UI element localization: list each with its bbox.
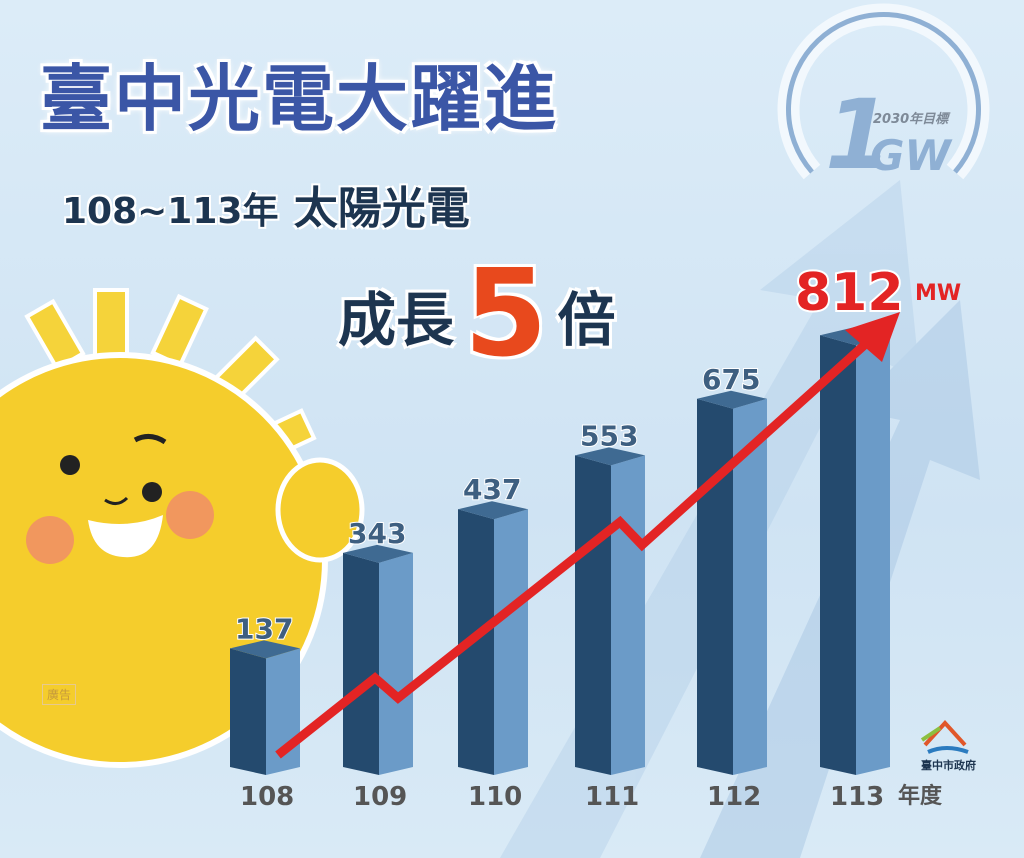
bar-front: [230, 648, 266, 775]
target-badge-ring: [777, 3, 990, 180]
logo-text: 臺中市政府: [921, 759, 976, 772]
value-label: 437: [463, 473, 521, 506]
category-label: 111: [585, 782, 639, 812]
value-label: 137: [235, 612, 293, 645]
bar-top: [458, 501, 528, 520]
growth-headline: 成長 5 倍: [338, 255, 616, 375]
growth-suffix: 倍: [557, 286, 616, 354]
bar-front: [458, 509, 494, 775]
subtitle: 108~113年 太陽光電: [62, 172, 470, 236]
growth-prefix: 成長: [338, 286, 455, 354]
bar-top: [575, 447, 645, 466]
subtitle-years: 108~113年: [62, 191, 279, 232]
bar-111: [575, 447, 645, 775]
trend-arrow-head: [845, 312, 900, 362]
target-label: 2030年目標: [873, 111, 951, 127]
category-label: 110: [468, 782, 522, 812]
value-label: 343: [348, 517, 406, 550]
bar-109: [343, 544, 413, 775]
bar-side: [856, 335, 890, 775]
bar-top: [343, 544, 413, 563]
x-axis-label: 年度: [898, 783, 943, 809]
target-number: 1: [825, 79, 892, 191]
bar-front: [343, 552, 379, 775]
bar-112: [697, 390, 767, 775]
value-label: 675: [702, 363, 760, 396]
value-label: 553: [580, 419, 638, 452]
target-unit: GW: [870, 131, 953, 180]
growth-number: 5: [464, 245, 548, 384]
category-label: 108: [240, 782, 294, 812]
subtitle-text: 太陽光電: [293, 183, 470, 234]
bar-front: [820, 335, 856, 775]
category-label: 109: [353, 782, 407, 812]
bar-side: [379, 552, 413, 775]
bar-top: [230, 640, 300, 659]
ad-label: 廣告: [42, 684, 77, 705]
bar-108: [230, 640, 300, 775]
unit-label: MW: [915, 281, 961, 306]
bar-side: [611, 455, 645, 775]
page-title: 臺中光電大躍進: [40, 57, 559, 141]
bar-front: [575, 455, 611, 775]
bar-front: [697, 398, 733, 775]
bar-top: [697, 390, 767, 409]
bar-113: [820, 327, 890, 775]
category-label: 113: [830, 782, 884, 812]
bar-110: [458, 501, 528, 775]
bar-side: [733, 398, 767, 775]
bar-side: [494, 509, 528, 775]
category-label: 112: [707, 782, 761, 812]
trend-arrow-line: [275, 336, 874, 759]
value-label: 812: [795, 263, 904, 323]
